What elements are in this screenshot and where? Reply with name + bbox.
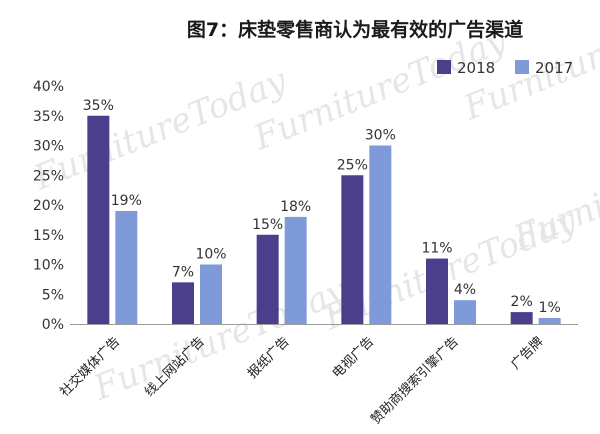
y-tick-label: 15% xyxy=(33,228,64,244)
y-tick-label: 30% xyxy=(33,139,64,155)
category-label: 广告牌 xyxy=(508,334,547,373)
y-tick-label: 40% xyxy=(33,79,64,95)
y-tick-label: 35% xyxy=(33,109,64,125)
y-tick-label: 0% xyxy=(42,317,64,333)
bar-2017-3 xyxy=(369,145,392,324)
legend-swatch-2018 xyxy=(437,60,451,74)
data-label: 19% xyxy=(111,193,142,209)
legend: 2018 2017 xyxy=(437,59,573,77)
bar-2018-1 xyxy=(172,282,194,324)
bar-2017-0 xyxy=(115,210,138,324)
legend-swatch-2017 xyxy=(515,60,529,74)
data-label: 35% xyxy=(83,98,114,114)
bar-2017-4 xyxy=(454,300,476,324)
data-label: 10% xyxy=(195,247,226,263)
data-label: 4% xyxy=(454,282,476,298)
data-label: 18% xyxy=(280,199,311,215)
legend-label-2018: 2018 xyxy=(457,59,495,77)
category-label: 赞助商搜索引擎广告 xyxy=(368,334,461,427)
bar-2017-2 xyxy=(284,216,307,324)
y-tick-label: 10% xyxy=(33,258,64,274)
bar-2018-2 xyxy=(256,234,279,324)
data-label: 30% xyxy=(365,128,396,144)
legend-label-2017: 2017 xyxy=(535,59,573,77)
bar-2018-0 xyxy=(87,115,110,324)
data-label: 15% xyxy=(252,217,283,233)
bars: 35% 19% 7%10% 15% 18% 25% 30% 11% 4% 2% 1% xyxy=(83,98,561,324)
y-axis: 0% 5% 10% 15% 20% 25% 30% 35% 40% xyxy=(33,79,64,333)
data-label: 1% xyxy=(539,300,561,316)
bar-2017-5 xyxy=(538,318,561,324)
bar-2018-5 xyxy=(510,312,533,324)
y-tick-label: 20% xyxy=(33,198,64,214)
y-tick-label: 5% xyxy=(42,287,64,303)
watermark-text: FurnitureToday xyxy=(507,120,600,258)
chart-title: 图7：床垫零售商认为最有效的广告渠道 xyxy=(187,18,523,41)
bar-2018-3 xyxy=(341,175,364,324)
y-tick-label: 25% xyxy=(33,168,64,184)
bar-2018-4 xyxy=(426,258,448,324)
bar-2017-1 xyxy=(200,264,222,324)
data-label: 25% xyxy=(337,157,368,173)
category-label: 电视广告 xyxy=(330,334,377,381)
data-label: 2% xyxy=(511,294,533,310)
data-label: 7% xyxy=(172,264,194,280)
data-label: 11% xyxy=(421,241,452,257)
